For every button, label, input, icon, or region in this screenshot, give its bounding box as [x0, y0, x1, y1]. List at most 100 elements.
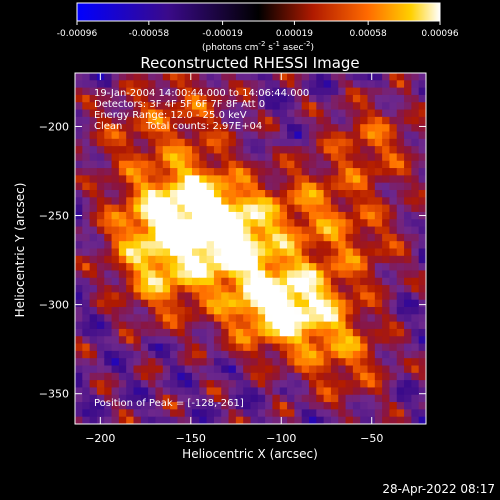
heatmap-cell	[382, 321, 391, 330]
heatmap-cell	[118, 285, 127, 293]
heatmap-cell	[206, 241, 215, 250]
heatmap-cell	[170, 402, 178, 410]
heatmap-cell	[352, 204, 361, 213]
heatmap-cell	[250, 241, 259, 250]
heatmap-cell	[118, 380, 127, 389]
heatmap-cell	[96, 102, 105, 111]
heatmap-cell	[316, 226, 325, 235]
heatmap-cell	[418, 270, 426, 279]
heatmap-cell	[250, 314, 259, 323]
heatmap-cell	[287, 175, 295, 184]
heatmap-cell	[89, 226, 98, 235]
heatmap-cell	[404, 160, 412, 169]
heatmap-cell	[265, 190, 274, 198]
heatmap-cell	[316, 211, 325, 220]
heatmap-cell	[104, 160, 113, 169]
heatmap-cell	[265, 336, 274, 345]
heatmap-cell	[170, 160, 178, 169]
heatmap-cell	[418, 109, 426, 118]
heatmap-cell	[396, 226, 405, 235]
heatmap-cell	[287, 116, 295, 125]
heatmap-cell	[352, 102, 361, 111]
heatmap-cell	[418, 73, 426, 81]
heatmap-cell	[96, 160, 105, 169]
heatmap-cell	[140, 124, 149, 133]
heatmap-cell	[213, 94, 222, 103]
heatmap-cell	[228, 328, 237, 337]
heatmap-cell	[235, 350, 244, 359]
heatmap-cell	[301, 87, 310, 96]
heatmap-cell	[287, 409, 295, 418]
heatmap-cell	[272, 87, 281, 96]
heatmap-cell	[192, 372, 200, 381]
heatmap-cell	[323, 299, 332, 308]
heatmap-cell	[389, 372, 398, 381]
heatmap-cell	[294, 372, 303, 381]
heatmap-cell	[221, 226, 230, 235]
heatmap-cell	[389, 270, 398, 279]
heatmap-cell	[360, 270, 369, 279]
heatmap-cell	[133, 270, 142, 279]
heatmap-cell	[213, 336, 222, 345]
heatmap-cell	[228, 372, 237, 381]
heatmap-cell	[396, 314, 405, 323]
heatmap-cell	[345, 350, 354, 359]
heatmap-cell	[352, 73, 361, 81]
heatmap-cell	[170, 233, 178, 242]
heatmap-cell	[404, 204, 412, 213]
heatmap-cell	[265, 343, 274, 352]
heatmap-cell	[411, 138, 420, 147]
heatmap-cell	[360, 197, 369, 206]
heatmap-cell	[192, 307, 200, 315]
heatmap-cell	[228, 175, 237, 184]
heatmap-cell	[287, 226, 295, 235]
heatmap-cell	[309, 131, 317, 140]
heatmap-cell	[279, 80, 288, 89]
heatmap-cell	[301, 102, 310, 111]
heatmap-cell	[374, 87, 383, 96]
heatmap-cell	[360, 263, 369, 272]
heatmap-cell	[75, 277, 83, 286]
heatmap-cell	[309, 197, 317, 206]
heatmap-cell	[301, 116, 310, 125]
heatmap-cell	[257, 138, 266, 147]
heatmap-cell	[345, 219, 354, 228]
heatmap-cell	[360, 219, 369, 228]
heatmap-cell	[126, 365, 135, 374]
heatmap-cell	[126, 358, 135, 367]
heatmap-cell	[396, 190, 405, 198]
heatmap-cell	[338, 416, 347, 424]
heatmap-cell	[352, 358, 361, 367]
heatmap-cell	[213, 109, 222, 118]
heatmap-cell	[75, 73, 83, 81]
heatmap-cell	[228, 138, 237, 147]
heatmap-cell	[206, 299, 215, 308]
heatmap-cell	[199, 372, 208, 381]
heatmap-cell	[170, 146, 178, 155]
y-tick-label: −350	[39, 388, 69, 401]
heatmap-cell	[301, 343, 310, 352]
heatmap-cell	[148, 372, 157, 381]
heatmap-cell	[250, 109, 259, 118]
y-tick-label: −200	[39, 120, 69, 133]
heatmap-cell	[287, 131, 295, 140]
heatmap-cell	[404, 197, 412, 206]
heatmap-cell	[126, 314, 135, 323]
heatmap-cell	[192, 197, 200, 206]
heatmap-cell	[155, 80, 164, 89]
heatmap-cell	[272, 416, 281, 424]
heatmap-cell	[192, 219, 200, 228]
heatmap-cell	[396, 343, 405, 352]
heatmap-cell	[184, 409, 193, 418]
heatmap-cell	[148, 365, 157, 374]
heatmap-cell	[396, 219, 405, 228]
heatmap-cell	[104, 138, 113, 147]
heatmap-cell	[294, 124, 303, 133]
heatmap-cell	[89, 263, 98, 272]
heatmap-cell	[265, 380, 274, 389]
heatmap-cell	[206, 233, 215, 242]
heatmap-cell	[206, 372, 215, 381]
heatmap-cell	[294, 387, 303, 396]
heatmap-cell	[96, 314, 105, 323]
heatmap-cell	[345, 285, 354, 293]
